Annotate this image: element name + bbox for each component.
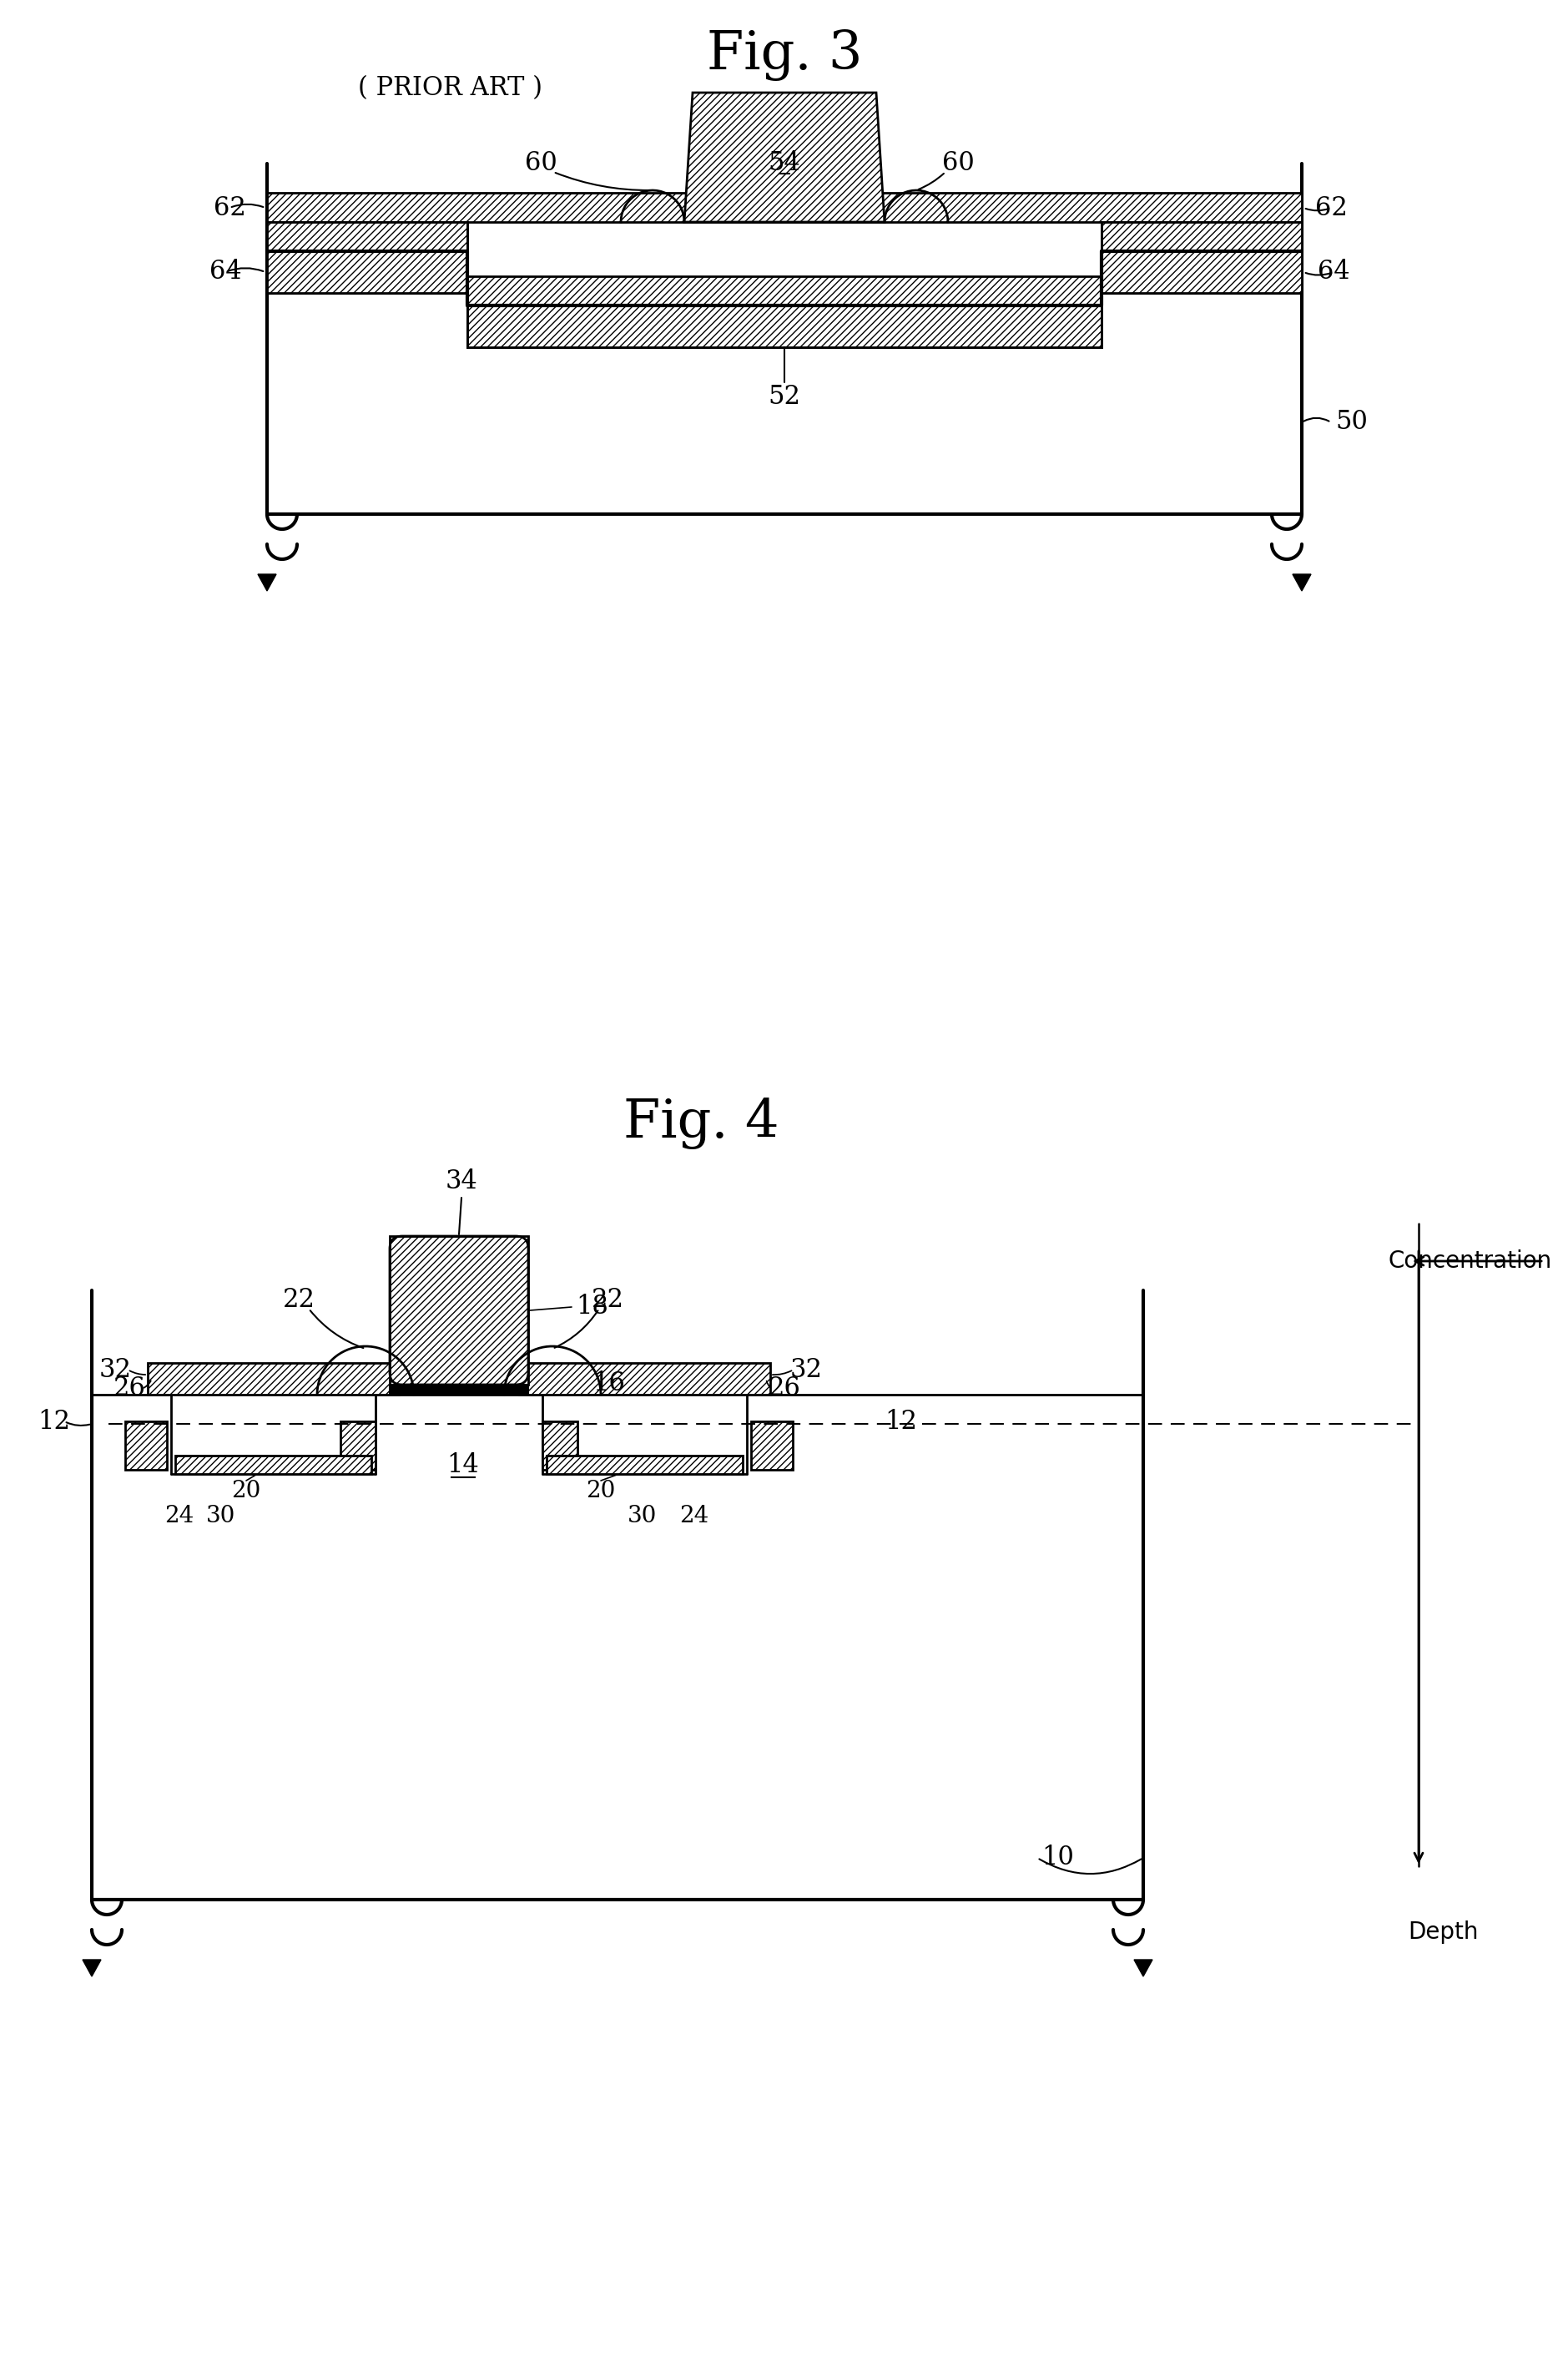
Bar	[176, 1456, 372, 1475]
Text: 20: 20	[586, 1479, 616, 1503]
Text: 26: 26	[768, 1375, 801, 1401]
Bar	[390, 1236, 528, 1385]
Text: 32: 32	[790, 1356, 822, 1382]
Text: 54: 54	[768, 151, 801, 178]
Bar	[1102, 222, 1301, 294]
Polygon shape	[684, 92, 884, 222]
Text: 26: 26	[113, 1375, 146, 1401]
Text: 60: 60	[942, 151, 974, 178]
Bar	[125, 1420, 166, 1470]
Text: 64: 64	[209, 258, 241, 284]
Bar	[147, 1363, 398, 1394]
Text: Depth: Depth	[1408, 1920, 1479, 1943]
Bar	[751, 1420, 793, 1470]
Polygon shape	[1292, 575, 1311, 592]
Bar	[267, 222, 467, 294]
Text: 20: 20	[232, 1479, 260, 1503]
Text: 10: 10	[1041, 1844, 1074, 1870]
Text: 22: 22	[591, 1288, 624, 1314]
Text: 62: 62	[213, 194, 246, 220]
Text: 12: 12	[38, 1408, 71, 1434]
Text: 60: 60	[525, 151, 557, 178]
Text: 22: 22	[282, 1288, 315, 1314]
Text: 62: 62	[1316, 194, 1347, 220]
Text: Concentration: Concentration	[1388, 1250, 1552, 1273]
Bar	[390, 1385, 528, 1394]
Text: 34: 34	[445, 1169, 478, 1195]
Bar	[467, 305, 1102, 348]
Text: Fig. 3: Fig. 3	[707, 28, 862, 80]
Polygon shape	[1134, 1960, 1152, 1976]
Bar	[1102, 251, 1301, 294]
Text: 24: 24	[165, 1505, 194, 1527]
Text: ( PRIOR ART ): ( PRIOR ART )	[359, 76, 543, 102]
Text: 18: 18	[575, 1295, 608, 1321]
Bar	[267, 192, 1301, 222]
Text: Fig. 4: Fig. 4	[622, 1098, 779, 1150]
Text: 32: 32	[99, 1356, 132, 1382]
Bar	[340, 1420, 375, 1470]
Bar	[267, 251, 467, 294]
Text: 14: 14	[447, 1453, 480, 1479]
Polygon shape	[83, 1960, 100, 1976]
Polygon shape	[257, 575, 276, 592]
Text: 30: 30	[627, 1505, 657, 1527]
Text: 64: 64	[1317, 258, 1350, 284]
Bar	[267, 218, 1301, 350]
Bar	[547, 1456, 743, 1475]
Bar	[467, 277, 1102, 348]
Text: 24: 24	[679, 1505, 709, 1527]
Text: 16: 16	[593, 1370, 626, 1397]
Text: 52: 52	[768, 383, 801, 409]
Text: 12: 12	[884, 1408, 917, 1434]
Text: 30: 30	[207, 1505, 235, 1527]
Text: 50: 50	[1336, 409, 1367, 436]
Bar	[543, 1420, 577, 1470]
Bar	[519, 1363, 770, 1394]
